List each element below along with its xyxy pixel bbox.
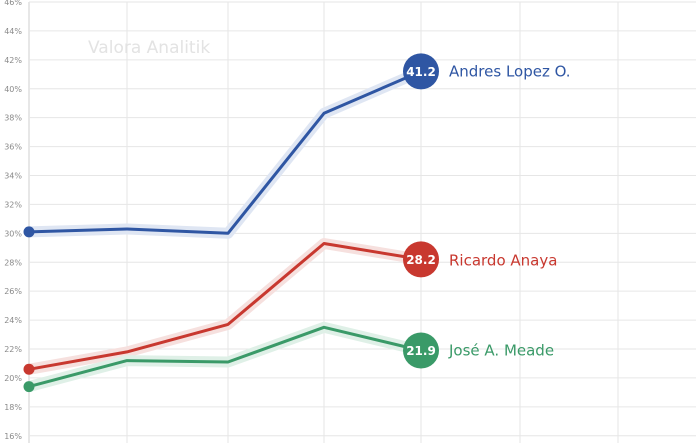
series-end-point: [403, 332, 439, 369]
series-line: [27, 242, 423, 371]
y-tick-label: 28%: [4, 258, 22, 267]
y-tick-label: 46%: [4, 0, 22, 7]
y-tick-label: 16%: [4, 432, 22, 441]
y-tick-label: 38%: [4, 114, 22, 123]
y-tick-label: 36%: [4, 143, 22, 152]
y-tick-label: 44%: [4, 27, 22, 36]
series-line: [27, 69, 423, 235]
y-tick-label: 30%: [4, 229, 22, 238]
grid-lines: [28, 1, 696, 443]
watermark-text: Valora Analitik: [88, 38, 210, 58]
data-label: 28.2: [406, 253, 436, 267]
y-tick-label: 24%: [4, 316, 22, 325]
y-tick-label: 18%: [4, 403, 22, 412]
series-name-label: Ricardo Anaya: [449, 251, 557, 269]
y-tick-label: 20%: [4, 374, 22, 383]
y-tick-label: 22%: [4, 345, 22, 354]
series-name-label: José A. Meade: [448, 341, 554, 359]
y-tick-label: 32%: [4, 200, 22, 209]
series-group: 41.2 Andres Lopez O.: [23, 53, 571, 239]
series-start-point: [23, 381, 35, 393]
series-start-point: [23, 226, 35, 238]
data-label: 41.2: [406, 65, 436, 79]
series-name-label: Andres Lopez O.: [449, 62, 571, 80]
data-label: 21.9: [406, 344, 436, 358]
y-tick-label: 34%: [4, 172, 22, 181]
series-layer: 41.2 Andres Lopez O. 28.2 Ricardo Anaya 21.9…: [23, 53, 571, 393]
series-group: 21.9 José A. Meade: [23, 321, 554, 393]
series-group: 28.2 Ricardo Anaya: [23, 238, 557, 375]
y-tick-label: 42%: [4, 56, 22, 65]
series-end-point: [403, 241, 439, 278]
series-start-point: [23, 363, 35, 375]
y-tick-label: 40%: [4, 85, 22, 94]
y-tick-label: 26%: [4, 287, 22, 296]
series-line: [27, 325, 423, 389]
series-end-point: [403, 53, 439, 90]
y-axis: 16% 18% 20% 22% 24% 26% 28% 30% 32% 34% 36% 38% 40% 4…: [4, 0, 22, 441]
